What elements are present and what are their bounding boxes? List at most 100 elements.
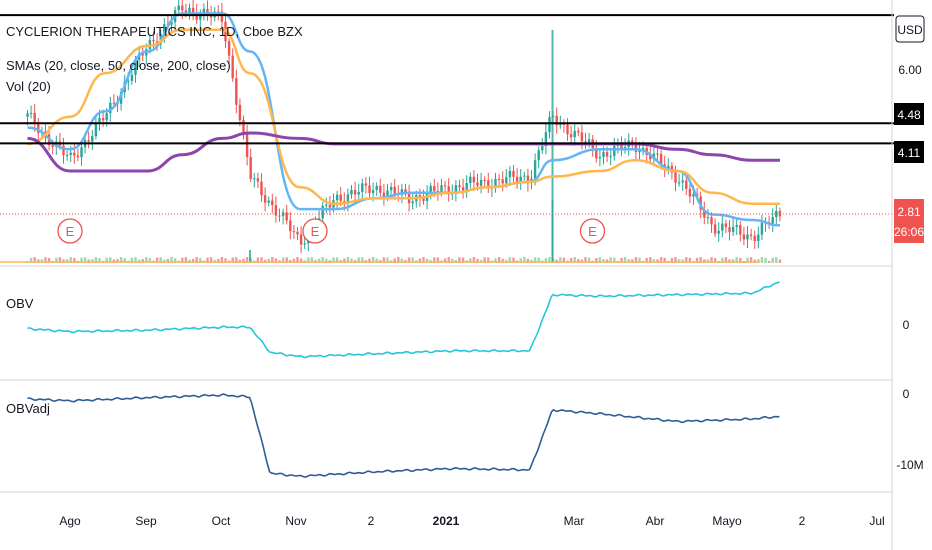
candle	[778, 207, 782, 222]
volume-bar	[386, 257, 389, 263]
volume-bar	[573, 257, 576, 263]
volume-bar	[209, 257, 213, 263]
volume-bar	[242, 258, 245, 263]
obv-legend[interactable]: OBV	[6, 296, 34, 311]
candle	[515, 168, 519, 189]
obvadj-tick-0: 0	[903, 387, 910, 401]
volume-bar	[436, 257, 440, 263]
candle	[87, 131, 90, 149]
volume-bar	[267, 258, 270, 263]
candle	[739, 221, 742, 242]
candle	[620, 136, 623, 157]
time-axis[interactable]: Ago Sep Oct Nov 2 2021 Mar Abr Mayo 2 Jul	[59, 514, 884, 528]
candle	[483, 176, 486, 188]
volume-bar	[760, 257, 764, 263]
candle	[735, 218, 738, 236]
candle	[281, 208, 285, 225]
candle	[742, 226, 746, 246]
candle	[202, 3, 206, 21]
volume-bar	[757, 259, 760, 263]
volume-bar	[775, 257, 778, 263]
volume-bar	[274, 258, 278, 263]
volume-bar	[310, 257, 314, 263]
smas-legend[interactable]: SMAs (20, close, 50, close, 200, close)	[6, 58, 231, 73]
candle	[775, 203, 778, 225]
candle	[544, 123, 548, 155]
volume-bar	[191, 258, 195, 263]
candle	[33, 104, 36, 132]
volume-bar	[656, 259, 659, 263]
candle	[469, 172, 472, 189]
volume-bar	[764, 257, 767, 263]
volume-bar	[58, 257, 62, 263]
volume-bar	[749, 257, 753, 263]
candle	[501, 171, 504, 192]
candle	[749, 228, 753, 241]
candle	[321, 202, 324, 224]
volume-bar	[40, 259, 44, 263]
volume-bar	[393, 258, 396, 263]
volume-bar	[469, 258, 472, 263]
volume-bar	[44, 257, 47, 263]
obvadj-legend[interactable]: OBVadj	[6, 401, 50, 416]
bar-countdown: 26:06	[894, 225, 924, 239]
candle	[598, 148, 602, 167]
earnings-marker[interactable]: E	[57, 218, 83, 244]
candle	[487, 172, 490, 194]
candle	[296, 226, 299, 240]
volume-bar	[451, 258, 454, 263]
volume-bar	[357, 257, 360, 263]
volume-bar	[519, 258, 522, 263]
volume-bar	[134, 257, 137, 263]
time-axis-label: Mayo	[712, 514, 742, 528]
volume-legend[interactable]: Vol (20)	[6, 79, 51, 94]
obv-tick-0: 0	[903, 318, 910, 332]
candle	[274, 196, 278, 223]
candle	[508, 165, 512, 186]
candle	[94, 117, 98, 140]
horizontal-levels[interactable]	[0, 14, 894, 215]
volume-bar	[623, 257, 627, 263]
candle	[573, 123, 576, 146]
candle	[260, 173, 263, 202]
volume-bar	[512, 257, 515, 263]
svg-text:E: E	[311, 224, 320, 239]
candle	[350, 184, 353, 199]
svg-text:E: E	[66, 224, 75, 239]
volume-bar	[739, 257, 742, 263]
candle	[555, 107, 558, 134]
volume-bar	[112, 259, 116, 263]
earnings-marker[interactable]: E	[579, 218, 606, 244]
volume-bar	[80, 257, 83, 263]
candle	[537, 146, 540, 169]
candle	[523, 171, 526, 181]
candle	[577, 127, 580, 137]
volume-bar	[670, 257, 674, 263]
candle	[753, 230, 756, 249]
volume-bar	[724, 257, 728, 263]
volume-bar	[94, 257, 98, 263]
time-axis-label: Mar	[564, 514, 585, 528]
volume-bar	[307, 257, 310, 263]
volume-bar	[299, 258, 303, 263]
volume-bar	[433, 257, 436, 263]
volume-bar	[681, 259, 684, 263]
volume-bar	[33, 257, 36, 263]
volume-bar	[346, 257, 350, 263]
volume-bar	[418, 258, 422, 263]
earnings-marker[interactable]: E	[302, 218, 328, 244]
candle	[548, 111, 551, 139]
candle	[80, 143, 83, 166]
volume-bar	[548, 257, 551, 263]
candle	[771, 208, 774, 233]
volume-bar	[296, 257, 299, 263]
volume-bar	[231, 257, 234, 263]
volume-bar	[87, 259, 90, 263]
candle	[253, 172, 256, 188]
currency-button[interactable]: USD	[895, 15, 925, 43]
volume-bar	[47, 257, 51, 263]
candle	[569, 125, 573, 144]
